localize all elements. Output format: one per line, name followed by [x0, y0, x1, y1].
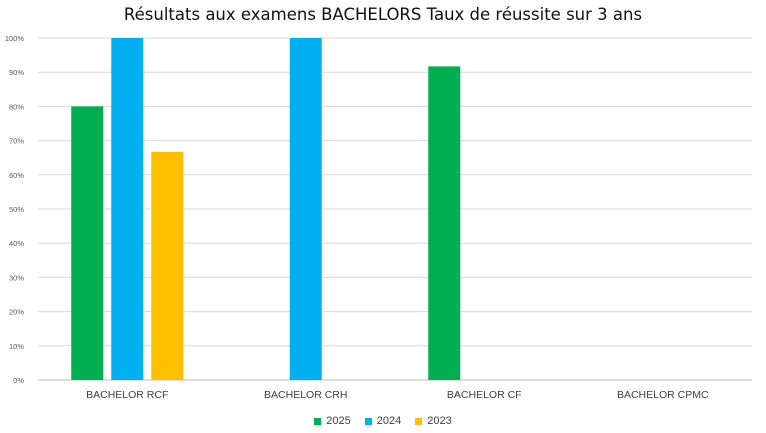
y-tick-label: 60% [9, 171, 24, 180]
y-tick-label: 0% [13, 376, 24, 385]
legend-item: 2025 [314, 415, 351, 427]
x-tick-label: BACHELOR CPMC [617, 389, 709, 401]
legend-swatch [364, 417, 372, 425]
bar [71, 106, 104, 381]
x-tick-label: BACHELOR CRH [264, 389, 347, 401]
bar [111, 38, 144, 380]
y-tick-label: 80% [9, 102, 24, 111]
y-tick-label: 70% [9, 137, 24, 146]
x-tick-label: BACHELOR CF [447, 389, 522, 401]
y-tick-label: 90% [9, 68, 24, 77]
chart-title: Résultats aux examens BACHELORS Taux de … [123, 5, 643, 24]
legend-label: 2023 [427, 415, 452, 427]
y-tick-label: 50% [9, 205, 24, 214]
bar [289, 38, 322, 380]
legend-item: 2023 [415, 415, 452, 427]
legend-swatch [314, 417, 322, 425]
legend-swatch [415, 417, 423, 425]
y-tick-label: 30% [9, 273, 24, 282]
legend-label: 2024 [376, 415, 402, 427]
chart-legend: 2025 2024 2023 [0, 415, 766, 427]
y-tick-label: 40% [9, 239, 24, 248]
legend-item: 2024 [364, 415, 402, 427]
y-tick-label: 10% [9, 342, 24, 351]
y-tick-label: 100% [5, 34, 25, 43]
bar [151, 151, 184, 380]
legend-label: 2025 [326, 415, 351, 427]
bar [428, 66, 461, 381]
y-tick-label: 20% [9, 308, 24, 317]
x-tick-label: BACHELOR RCF [86, 389, 168, 401]
